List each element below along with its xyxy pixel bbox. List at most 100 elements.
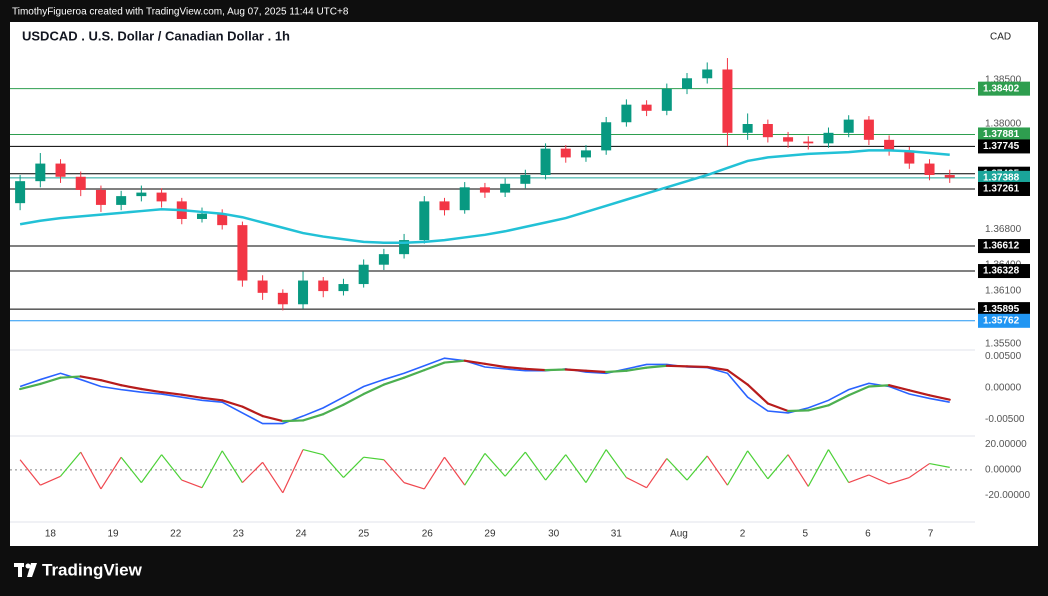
signal-segment (766, 402, 790, 413)
x-tick-label: 29 (484, 529, 496, 540)
level-badge (978, 181, 1030, 196)
candle-body (55, 163, 66, 177)
osc-tick-label: -20.00000 (985, 490, 1030, 501)
signal-segment (342, 392, 365, 406)
level-label: 1.38402 (983, 83, 1020, 94)
osc-segment (545, 454, 567, 481)
signal-segment (19, 382, 42, 391)
signal-segment (200, 396, 224, 402)
osc-segment (140, 454, 163, 483)
osc-segment (464, 453, 486, 486)
candle-body (237, 225, 248, 281)
signal-segment (322, 403, 345, 416)
candle-body (661, 88, 672, 111)
osc-tick-label: 0.00000 (985, 465, 1022, 476)
candle-body (35, 163, 46, 182)
macd-tick-label: 0.00000 (985, 382, 1022, 393)
osc-segment (888, 476, 910, 485)
candle-body (378, 254, 389, 265)
signal-segment (928, 394, 951, 401)
signal-segment (221, 399, 244, 408)
osc-segment (504, 451, 526, 477)
signal-segment (908, 389, 931, 397)
x-tick-label: 26 (422, 529, 434, 540)
signal-segment (180, 393, 204, 399)
candle-body (560, 148, 571, 158)
osc-segment (100, 456, 122, 490)
signal-segment (524, 367, 547, 372)
x-tick-label: 2 (740, 529, 746, 540)
candle-body (419, 201, 430, 241)
currency: CAD (990, 32, 1011, 43)
level-label: 1.37261 (983, 184, 1020, 195)
signal-segment (544, 368, 567, 372)
osc-segment (706, 455, 728, 486)
candle-body (803, 141, 814, 144)
osc-segment (120, 456, 142, 483)
brand: TradingView (42, 560, 143, 579)
candle-body (843, 119, 854, 133)
signal-segment (402, 369, 426, 379)
candle-body (540, 148, 551, 176)
candle-body (277, 292, 288, 305)
signal-segment (160, 391, 183, 396)
signal-segment (281, 419, 305, 423)
osc-segment (302, 449, 324, 456)
level-badge (978, 81, 1030, 96)
signal-segment (786, 409, 810, 413)
signal-segment (362, 383, 385, 396)
signal-segment (888, 384, 911, 392)
candle-body (95, 189, 106, 205)
osc-segment (201, 450, 223, 488)
osc-segment (80, 451, 102, 490)
x-tick-label: 22 (170, 529, 182, 540)
candle-body (500, 183, 511, 193)
osc-segment (929, 462, 950, 468)
candle-body (580, 150, 591, 158)
signal-segment (645, 364, 668, 369)
candle-body (722, 69, 733, 133)
credit: TimothyFigueroa created with TradingView… (12, 7, 349, 18)
candle-body (217, 213, 228, 226)
candle-body (742, 124, 753, 133)
osc-segment (605, 449, 627, 478)
logo-mark (25, 563, 31, 569)
chart-area (10, 22, 1038, 546)
candle-body (702, 69, 713, 79)
signal-segment (867, 384, 891, 388)
osc-segment (868, 474, 890, 485)
level-label: 1.35895 (983, 304, 1020, 315)
signal-segment (584, 369, 608, 374)
osc-segment (787, 454, 809, 487)
signal-segment (746, 383, 769, 405)
signal-segment (79, 375, 103, 382)
level-badge (978, 264, 1030, 279)
signal-segment (483, 362, 507, 369)
osc-segment (747, 450, 769, 480)
signal-segment (241, 405, 264, 418)
signal-segment (564, 368, 588, 372)
level-label: 1.37881 (983, 129, 1020, 140)
macd-tick-label: -0.00500 (985, 414, 1025, 425)
osc-segment (807, 449, 830, 487)
signal-segment (847, 385, 871, 397)
level-badge (978, 313, 1030, 328)
signal-segment (39, 376, 62, 386)
candle-body (621, 104, 632, 123)
osc-segment (827, 449, 850, 483)
osc-segment (686, 455, 708, 481)
candle-body (116, 196, 127, 205)
signal-segment (685, 365, 709, 369)
candle-body (399, 240, 410, 255)
osc-segment (585, 449, 607, 483)
signal-segment (726, 369, 749, 386)
candle-body (904, 150, 915, 164)
x-tick-label: 30 (548, 529, 560, 540)
level-label: 1.37745 (983, 141, 1020, 152)
osc-segment (221, 450, 243, 483)
osc-segment (322, 454, 344, 478)
signal-segment (261, 414, 284, 423)
x-tick-label: 31 (611, 529, 623, 540)
